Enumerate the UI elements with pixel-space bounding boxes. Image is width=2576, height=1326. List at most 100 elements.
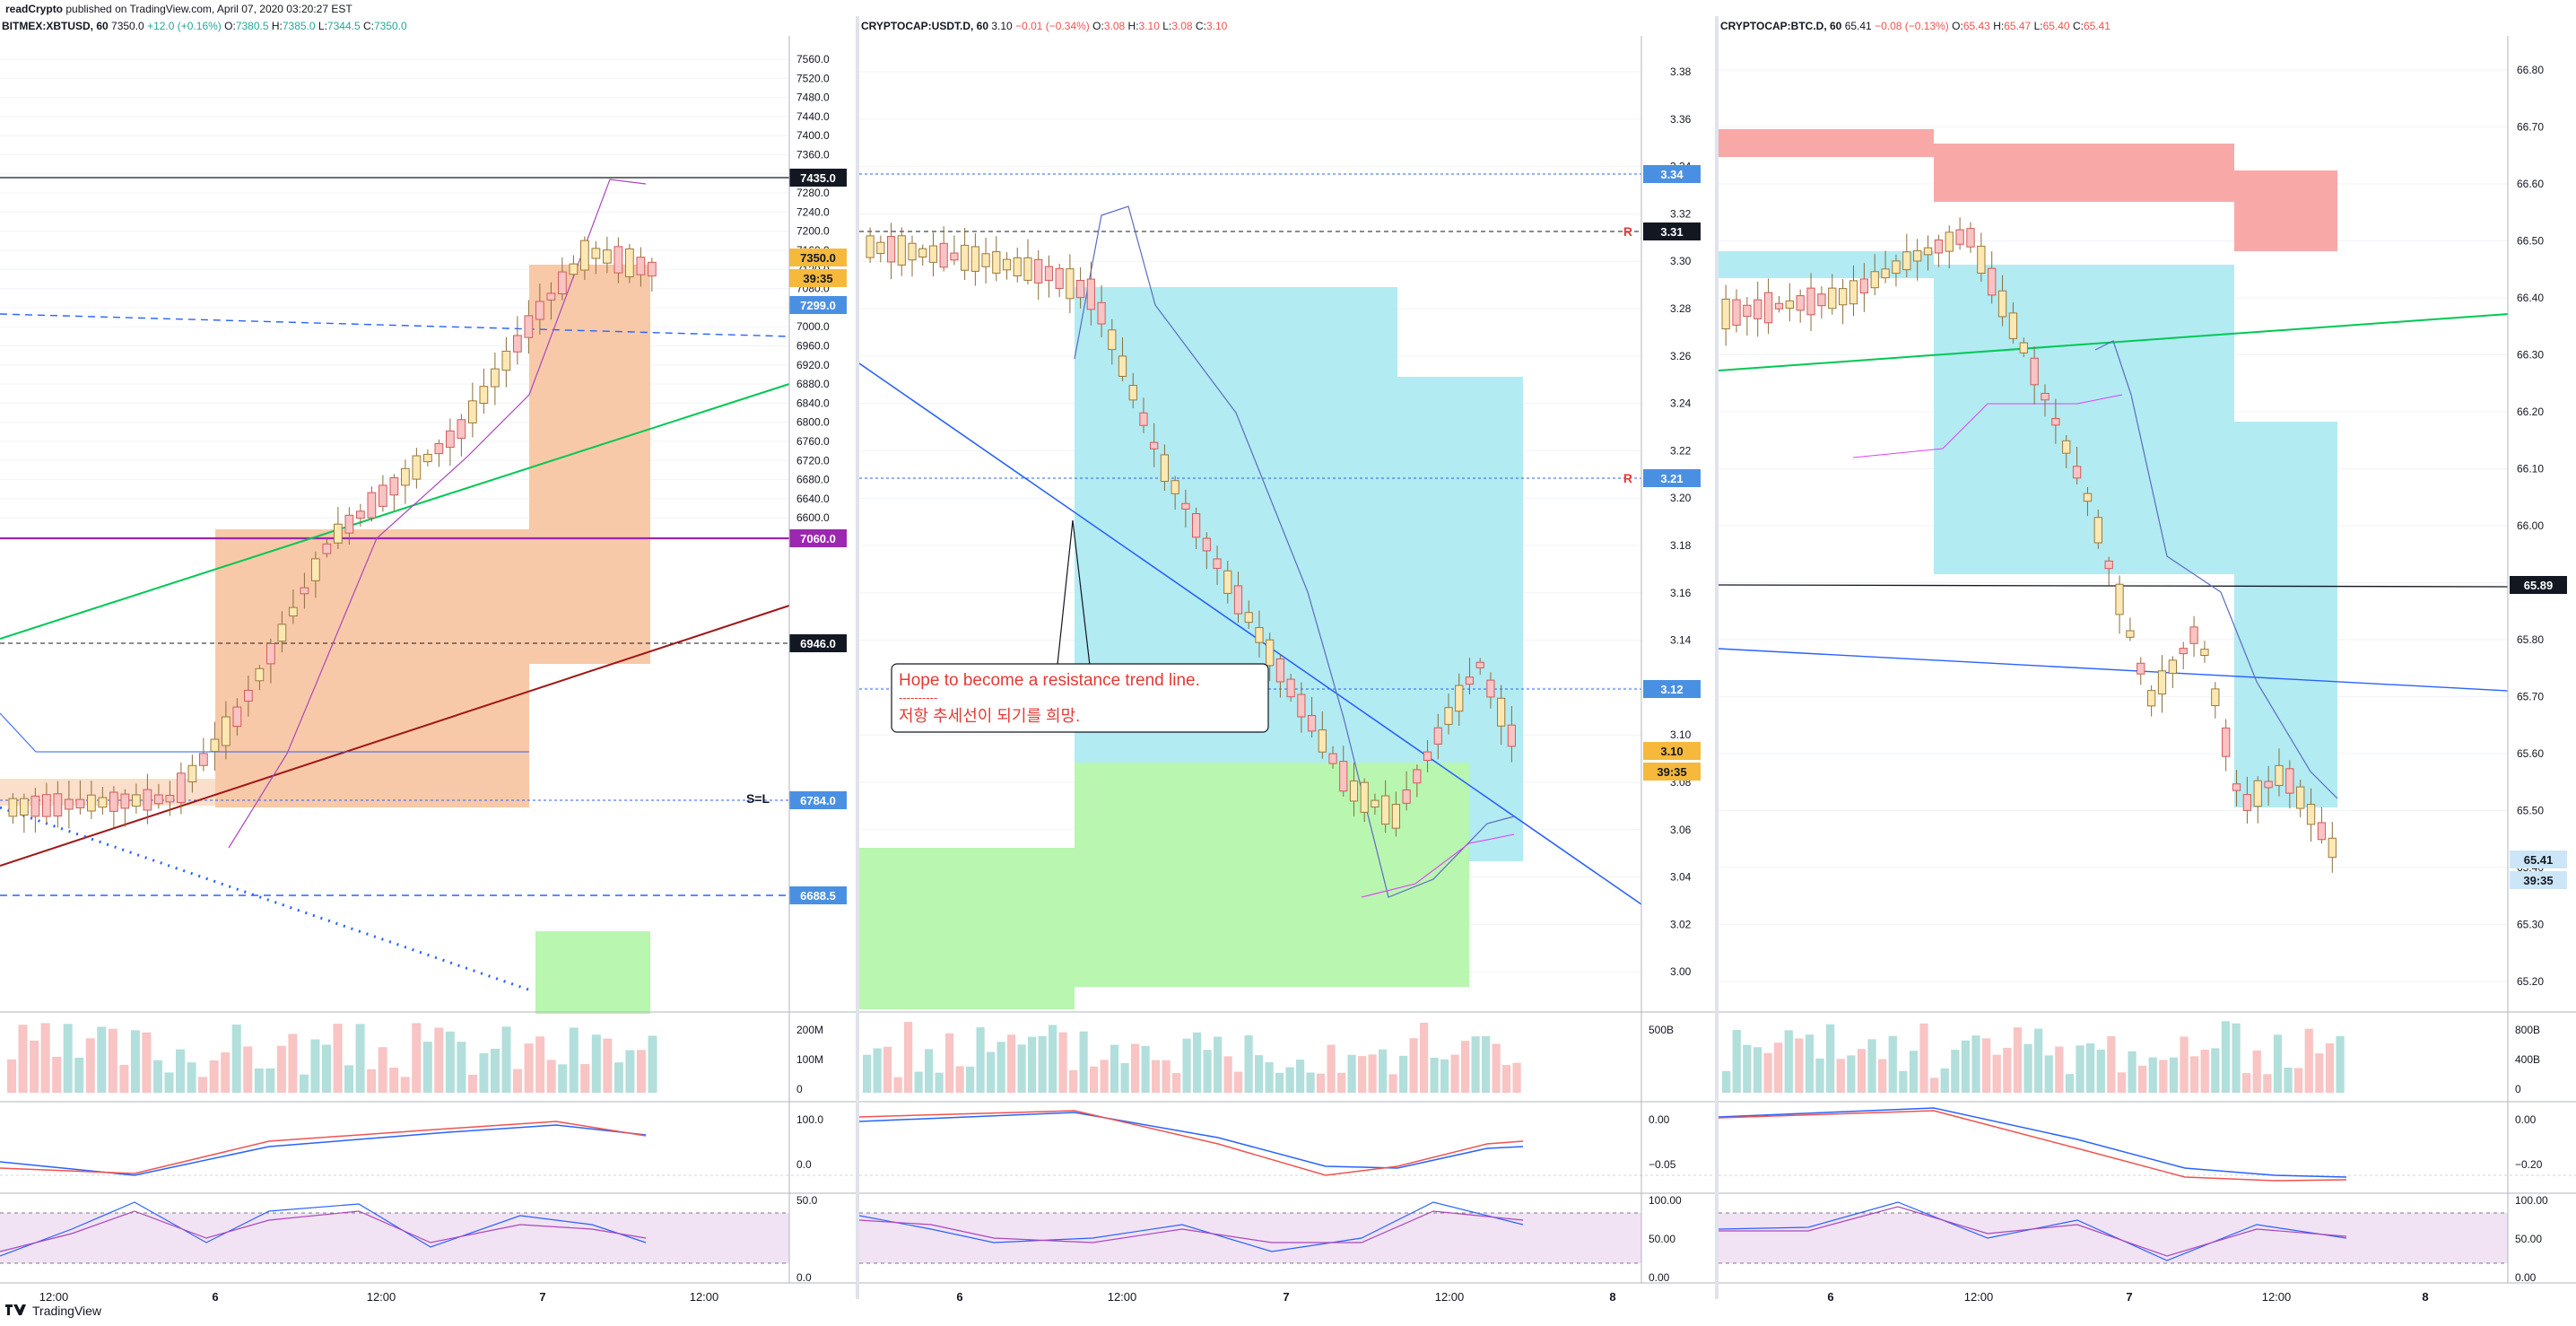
- price-axis-label: 66.10: [2517, 463, 2544, 475]
- price-axis-label: 7240.0: [796, 205, 830, 218]
- volume-bar: [310, 1039, 320, 1093]
- candle: [1233, 585, 1243, 615]
- author-name[interactable]: readCrypto: [5, 3, 64, 15]
- price-tag: 3.34: [1660, 168, 1684, 181]
- volume-bar: [1337, 1072, 1346, 1093]
- volume-bar: [2263, 1074, 2272, 1093]
- countdown-tag: 39:35: [803, 272, 832, 285]
- price-chart[interactable]: 7560.07520.07480.07440.07400.07360.07320…: [0, 36, 856, 1301]
- price-axis-label: 3.32: [1670, 207, 1692, 220]
- candle: [992, 251, 1001, 274]
- candle: [1066, 268, 1075, 300]
- candle: [580, 240, 589, 271]
- candle: [876, 241, 885, 255]
- chart-panel-xbtusd[interactable]: BITMEX:XBTUSD, 60 7350.0 +12.0 (+0.16%) …: [0, 16, 856, 1301]
- candle: [1086, 278, 1095, 310]
- volume-bar: [1399, 1055, 1408, 1093]
- candle: [1023, 257, 1032, 281]
- candle: [1381, 795, 1390, 825]
- candle: [1244, 612, 1253, 624]
- chart-panel-usdt[interactable]: CRYPTOCAP:USDT.D, 60 3.10 −0.01 (−0.34%)…: [859, 16, 1715, 1301]
- candle: [928, 245, 938, 263]
- candle: [65, 798, 74, 810]
- price-axis-label: 3.10: [1670, 728, 1692, 741]
- candle: [918, 248, 927, 257]
- candle: [244, 689, 253, 702]
- candle: [2242, 794, 2252, 811]
- chart-panel-btcd[interactable]: CRYPTOCAP:BTC.D, 60 65.41 −0.08 (−0.13%)…: [1719, 16, 2576, 1301]
- price-axis-label: 66.60: [2517, 178, 2544, 190]
- volume-bar: [987, 1051, 996, 1093]
- volume-bar: [1461, 1041, 1470, 1093]
- time-axis-label: 12:00: [690, 1290, 719, 1301]
- annotation-text: Hope to become a resistance trend line.: [899, 671, 1200, 690]
- candle: [289, 606, 298, 617]
- symbol-name[interactable]: CRYPTOCAP:BTC.D, 60: [1720, 20, 1842, 32]
- volume-bar: [299, 1074, 309, 1093]
- volume-bar: [2221, 1021, 2231, 1093]
- candle: [1391, 804, 1400, 829]
- candle: [1423, 751, 1432, 762]
- candle: [367, 492, 377, 519]
- volume-bar: [1152, 1060, 1161, 1093]
- candle: [2200, 649, 2209, 656]
- price-axis-label: 6800.0: [796, 416, 830, 429]
- macd-axis-label: 100.0: [796, 1113, 823, 1126]
- volume-bar: [1888, 1035, 1897, 1093]
- candle: [569, 263, 579, 275]
- price-tag-bg: [1643, 742, 1701, 760]
- volume-bar: [1285, 1067, 1294, 1093]
- volume-bar: [524, 1043, 534, 1093]
- price-tag-bg: [789, 529, 847, 547]
- candle: [1507, 724, 1516, 747]
- conversion-line: [2094, 340, 2338, 799]
- candle: [266, 642, 275, 665]
- volume-bar: [344, 1065, 354, 1093]
- panel-divider[interactable]: [856, 16, 859, 1299]
- volume-bar: [914, 1071, 923, 1093]
- time-axis-label: 6: [212, 1290, 218, 1301]
- price-axis-label: 65.60: [2517, 747, 2544, 760]
- panel-divider[interactable]: [1715, 16, 1719, 1299]
- volume-bar: [1100, 1060, 1109, 1093]
- candle: [2051, 417, 2060, 426]
- symbol-name[interactable]: CRYPTOCAP:USDT.D, 60: [861, 20, 989, 32]
- candle: [1097, 301, 1106, 325]
- candle: [446, 430, 455, 449]
- price-chart[interactable]: 66.80 66.70 66.60 66.50 66.40 66.30 66.20 66.10…: [1719, 36, 2576, 1301]
- close-value: 65.41: [2083, 20, 2110, 32]
- volume-bar: [996, 1042, 1005, 1093]
- symbol-name[interactable]: BITMEX:XBTUSD, 60: [2, 20, 109, 32]
- time-axis-label: 6: [1827, 1290, 1833, 1301]
- volume-bar: [231, 1025, 241, 1093]
- candle: [1945, 231, 1954, 252]
- trend-line-green: [0, 383, 790, 640]
- volume-bar: [1795, 1038, 1804, 1093]
- candle: [412, 455, 422, 480]
- tradingview-footer[interactable]: TradingView: [5, 1303, 101, 1318]
- price-axis-label: 65.70: [2517, 691, 2544, 703]
- macd-line: [0, 1124, 647, 1176]
- candle: [300, 587, 309, 595]
- volume-bar: [378, 1047, 387, 1093]
- volume-bar: [400, 1077, 410, 1093]
- price-chart[interactable]: 3.38 3.36 3.34 3.32 3.30 3.28 3.26 3.24 3.22 3.20…: [859, 36, 1715, 1301]
- volume-bar: [1826, 1024, 1835, 1093]
- rsi-signal: [1719, 1206, 2347, 1257]
- high-value: 7385.0: [282, 20, 316, 32]
- candle: [908, 242, 917, 261]
- volume-bar: [221, 1052, 231, 1093]
- volume-bar: [1296, 1060, 1305, 1093]
- volume-bar: [2304, 1028, 2313, 1093]
- candle: [981, 253, 990, 267]
- high-value: 65.47: [2004, 20, 2032, 32]
- price-tag-bg: [2510, 851, 2567, 868]
- price-tag: 65.41: [2524, 853, 2554, 867]
- candle: [2146, 690, 2156, 707]
- volume-bar: [1255, 1055, 1264, 1093]
- rsi-band: [1719, 1213, 2508, 1263]
- price-axis-label: 3.00: [1670, 965, 1692, 978]
- annotation-text: ----------: [899, 691, 937, 704]
- countdown-tag-bg: [789, 269, 847, 287]
- candle: [2211, 688, 2220, 707]
